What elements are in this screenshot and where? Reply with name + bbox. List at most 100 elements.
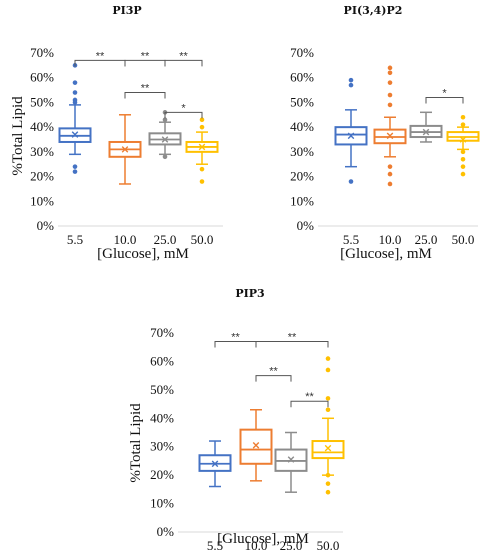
y-tick-label: 20% — [150, 467, 174, 482]
significance-label: ** — [141, 50, 150, 62]
significance-bracket: * — [425, 87, 464, 104]
significance-label: * — [181, 102, 186, 114]
significance-label: ** — [288, 332, 297, 344]
mean-marker — [121, 146, 129, 153]
outlier-point — [72, 169, 78, 174]
x-tick-label: 10.0 — [379, 232, 402, 247]
x-tick-label: 10.0 — [114, 232, 137, 247]
outlier-point — [460, 171, 466, 177]
outlier-point — [72, 90, 78, 95]
box-10.0 — [108, 114, 142, 185]
y-tick-label: 60% — [150, 353, 174, 368]
x-tick-label: 50.0 — [191, 232, 214, 247]
x-axis-label: [Glucose], mM — [217, 531, 309, 547]
x-tick-label: 25.0 — [415, 232, 438, 247]
outlier-point — [460, 164, 466, 169]
mean-marker — [252, 441, 260, 449]
y-tick-label: 10% — [150, 496, 174, 511]
y-tick-label: 0% — [37, 218, 55, 233]
outlier-point — [348, 82, 354, 88]
box-10.0 — [239, 409, 273, 482]
outlier-point — [387, 70, 393, 76]
x-axis-label: [Glucose], mM — [340, 246, 432, 262]
outlier-point — [199, 124, 205, 130]
y-tick-label: 40% — [290, 119, 314, 134]
significance-label: ** — [141, 83, 150, 95]
x-tick-label: 5.5 — [207, 538, 223, 550]
box-25.0 — [274, 431, 308, 493]
y-tick-label: 60% — [30, 70, 54, 85]
box-50.0 — [185, 117, 219, 184]
x-tick-label: 50.0 — [317, 538, 340, 550]
significance-bracket: ** — [214, 332, 257, 348]
outlier-point — [387, 164, 393, 169]
y-tick-label: 50% — [30, 94, 54, 109]
box-5.5 — [334, 77, 368, 184]
significance-label: ** — [96, 50, 105, 62]
significance-bracket: ** — [290, 391, 329, 408]
y-axis-label: %Total Lipid — [128, 403, 144, 483]
chart-title: PIP3 — [235, 287, 264, 300]
chart-title: PI3P — [112, 4, 141, 17]
y-tick-label: 70% — [150, 325, 174, 340]
mean-marker — [71, 131, 79, 138]
outlier-point — [325, 356, 331, 361]
y-tick-label: 40% — [30, 119, 54, 134]
y-tick-label: 20% — [290, 169, 314, 184]
chart-pi34p2: PI(3,4)P2 [Glucose], mM 0% 10% 20% 30% 40% 50… — [290, 4, 480, 262]
significance-bracket: ** — [164, 50, 203, 67]
mean-marker — [347, 132, 355, 140]
significance-label: * — [442, 87, 447, 99]
outlier-point — [325, 472, 331, 478]
x-tick-label: 25.0 — [154, 232, 177, 247]
mean-marker — [287, 456, 295, 463]
y-tick-label: 70% — [30, 45, 54, 60]
y-tick-label: 20% — [30, 169, 54, 184]
outlier-point — [387, 80, 393, 85]
box-10.0 — [373, 65, 407, 187]
y-axis-label: %Total Lipid — [10, 96, 26, 176]
outlier-point — [460, 156, 466, 162]
chart-title: PI(3,4)P2 — [344, 4, 403, 17]
mean-marker — [422, 128, 430, 136]
outlier-point — [162, 117, 168, 123]
y-tick-label: 30% — [30, 144, 54, 159]
y-tick-label: 30% — [290, 144, 314, 159]
significance-bracket: ** — [255, 366, 292, 382]
significance-bracket: * — [164, 102, 203, 119]
outlier-point — [387, 171, 393, 177]
outlier-point — [325, 367, 331, 373]
outlier-point — [387, 181, 393, 187]
x-tick-label: 10.0 — [245, 538, 268, 550]
y-tick-label: 70% — [290, 45, 314, 60]
significance-bracket: ** — [74, 50, 126, 67]
chart-pi3p: PI3P %Total Lipid [Glucose], mM 0% 10% 20%… — [10, 4, 223, 262]
significance-label: ** — [269, 366, 278, 378]
outlier-point — [199, 179, 205, 184]
chart-pip3: PIP3 %Total Lipid [Glucose], mM 0% 10% 20%… — [128, 287, 345, 550]
significance-label: ** — [305, 391, 314, 403]
x-axis-label: [Glucose], mM — [97, 246, 189, 262]
y-tick-label: 50% — [150, 382, 174, 397]
y-tick-label: 60% — [290, 70, 314, 85]
outlier-point — [325, 396, 331, 401]
significance-label: ** — [179, 50, 188, 62]
x-tick-label: 25.0 — [280, 538, 303, 550]
outlier-point — [325, 407, 331, 413]
box-5.5 — [198, 440, 232, 488]
outlier-point — [387, 65, 393, 71]
box-25.0 — [148, 110, 182, 160]
significance-bracket: ** — [124, 83, 166, 99]
outlier-point — [325, 481, 331, 486]
mean-marker — [198, 143, 206, 151]
mean-marker — [459, 136, 467, 143]
outlier-point — [460, 149, 466, 155]
significance-label: ** — [231, 332, 240, 344]
mean-marker — [386, 132, 394, 140]
box-5.5 — [58, 63, 92, 174]
outlier-point — [325, 489, 331, 495]
outlier-point — [72, 164, 78, 169]
significance-bracket: ** — [255, 332, 329, 348]
significance-bracket: ** — [124, 50, 166, 67]
